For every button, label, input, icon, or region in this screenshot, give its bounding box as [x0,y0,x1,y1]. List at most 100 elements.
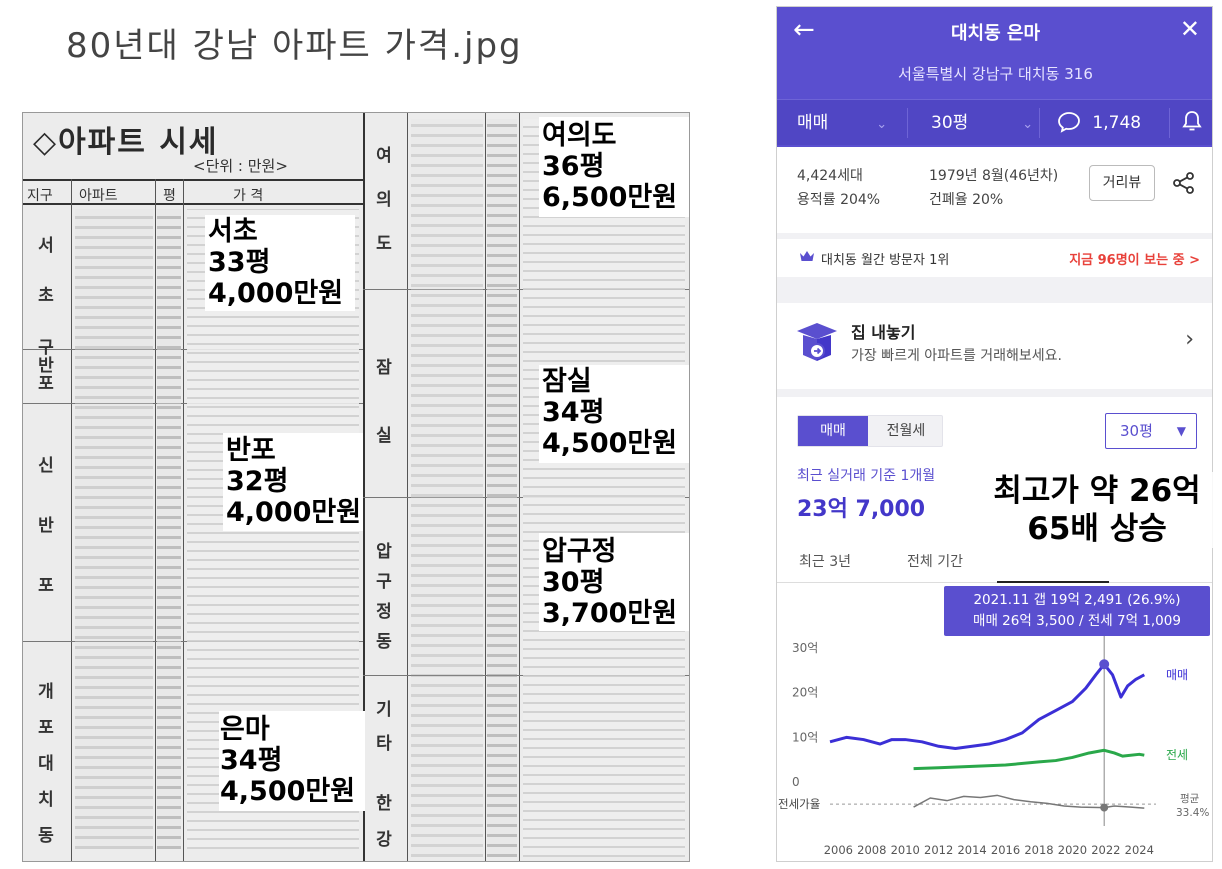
overlay-seocho: 서초 33평 4,000만원 [208,216,343,309]
ratio-highlight-point [1100,803,1109,812]
district-hangang-2: 강 [376,830,392,850]
crown-icon [800,251,814,261]
overlay-area: 압구정 [542,536,617,567]
y-tick-label: 10억 [792,730,818,744]
overlay-yeouido: 여의도 36평 6,500만원 [542,120,677,213]
active-tab-underline [997,581,1109,583]
apartment-title: 대치동 은마 [950,23,1041,44]
section-gap [777,277,1212,303]
chevron-right-icon: › [1185,327,1194,352]
district-daechi-1: 대 [38,754,54,774]
households: 4,424세대 [797,168,863,184]
overlay-eunma: 은마 34평 4,500만원 [220,714,355,807]
app-screen: ← 대치동 은마 ✕ 서울특별시 강남구 대치동 316 매매 ⌄ 30평 ⌄ 1,… [776,6,1213,862]
size-select[interactable]: 30평 ▼ [1105,413,1197,449]
overlay-caption-line1: 최고가 약 26억 [993,473,1201,509]
ratio-average-value: 33.4% [1176,807,1209,819]
overlay-area: 잠실 [542,366,592,397]
district-yeouido-2: 의 [376,190,392,210]
scan-rule [689,113,690,862]
scan-texture [487,119,517,857]
district-seocho-1: 서 [38,236,54,256]
chevron-down-icon: ⌄ [876,117,888,132]
tab-all-period[interactable]: 전체 기간 [907,554,963,570]
distance-view-button[interactable]: 거리뷰 [1089,165,1155,201]
tooltip-line1: 2021.11 갭 19억 2,491 (26.9%) [973,592,1181,608]
scan-header-row: 지구 아파트 평 가 격 [23,179,363,205]
close-icon[interactable]: ✕ [1179,15,1200,43]
x-tick-label: 2024 [1125,843,1154,857]
tab-recent-3-years[interactable]: 최근 3년 [799,554,851,570]
chart-tooltip: 2021.11 갭 19억 2,491 (26.9%) 매매 26억 3,500… [944,586,1210,636]
notification-button[interactable] [1181,100,1203,146]
x-tick-label: 2006 [824,843,853,857]
sale-price-line [829,662,1146,750]
district-daechi-3: 동 [38,826,54,846]
district-apgujeong-4: 동 [376,632,392,652]
share-icon[interactable] [1171,171,1197,195]
x-tick-label: 2014 [957,843,986,857]
scan-rule [485,113,486,861]
overlay-price: 3,700만원 [542,598,678,629]
live-viewers-link[interactable]: 지금 96명이 보는 중 > [1069,253,1200,268]
back-arrow-icon[interactable]: ← [793,15,815,45]
bell-icon [1182,111,1202,131]
tab-rent[interactable]: 전월세 [886,423,926,439]
list-home-banner[interactable]: 집 내놓기 가장 빠르게 아파트를 거래해보세요. › [777,303,1212,389]
overlay-area: 서초 [208,216,258,247]
overlay-size: 33평 [208,247,271,278]
divider [907,108,908,138]
tab-sale[interactable]: 매매 [798,416,868,446]
overlay-size: 30평 [542,567,605,598]
overlay-price: 4,000만원 [208,278,344,309]
district-daechi-2: 치 [38,790,54,810]
speech-bubble-icon [1058,112,1080,133]
jeonse-series-label: 전세 [1166,748,1188,762]
size-label: 30평 [931,113,969,133]
size-dropdown[interactable]: 30평 ⌄ [931,100,1033,146]
section-gap [777,233,1212,239]
scan-rule [363,113,365,861]
deal-type-label: 매매 [797,113,829,133]
district-apgujeong-2: 구 [376,572,392,592]
scan-rule [183,179,184,861]
header-pyeong: 평 [163,188,176,204]
comments-button[interactable]: 1,748 [1057,100,1141,146]
highlight-point [1099,659,1110,670]
scan-texture [411,119,483,857]
district-apgujeong-3: 정 [376,602,392,622]
caret-down-icon: ▼ [1176,424,1186,438]
district-seocho-2: 초 [38,286,54,306]
label-backing [223,433,363,531]
size-select-value: 30평 [1120,422,1153,440]
district-jamsil-1: 잠 [376,358,392,378]
scan-texture [75,209,153,849]
district-gubanpo: 구반포 [38,338,54,394]
tooltip-line2: 매매 26억 3,500 / 전세 7억 1,009 [973,613,1181,629]
visitor-rank-text: 대치동 월간 방문자 1위 [821,253,950,268]
scan-rule [407,113,408,861]
overlay-area: 여의도 [542,120,617,151]
divider [1169,108,1170,138]
overlay-caption-line2: 65배 상승 [1027,511,1167,547]
period-tabs: 최근 3년 전체 기간 [777,543,1212,583]
apartment-info: 4,424세대 용적률 204% 1979년 8월(46년차) 건폐율 20% … [777,147,1212,233]
x-tick-label: 2012 [924,843,953,857]
overlay-price: 6,500만원 [542,182,678,213]
built-date: 1979년 8월(46년차) [929,168,1059,184]
recent-price-value: 23억 7,000 [797,497,926,522]
overlay-price: 4,000만원 [226,497,362,528]
price-chart[interactable]: 30억 20억 10억 0 2006 2008 2010 2012 2014 2016 2018 20… [776,582,1212,860]
trade-type-toggle: 매매 전월세 [797,415,943,447]
x-tick-label: 2010 [891,843,920,857]
district-sinbanpo-3: 포 [38,576,54,596]
deal-type-dropdown[interactable]: 매매 ⌄ [797,100,887,146]
x-tick-label: 2008 [857,843,886,857]
overlay-caption: 최고가 약 26억 65배 상승 [980,472,1214,548]
section-gap [777,389,1212,397]
scan-texture [157,209,181,849]
page-title: 80년대 강남 아파트 가격.jpg [66,26,523,66]
overlay-size: 34평 [542,397,605,428]
comment-count: 1,748 [1092,113,1142,133]
overlay-banpo: 반포 32평 4,000만원 [226,435,361,528]
